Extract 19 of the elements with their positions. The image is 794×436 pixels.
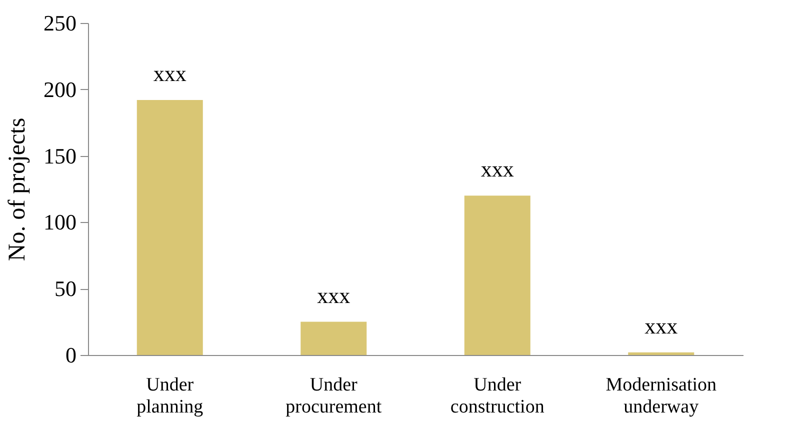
data-label: xxx — [480, 156, 514, 182]
data-label: xxx — [153, 61, 186, 86]
x-tick-label: Modernisation underway — [606, 374, 718, 418]
y-tick-label: 100 — [44, 210, 76, 235]
x-tick-label: Under procurement — [286, 374, 382, 418]
y-tick-label: 0 — [66, 342, 76, 368]
y-tick-label: 150 — [44, 143, 76, 168]
data-label: xxx — [644, 313, 678, 338]
bar — [136, 100, 203, 355]
bar — [300, 322, 367, 355]
bar — [628, 352, 694, 355]
bar — [464, 196, 530, 355]
y-tick-label: 250 — [44, 10, 76, 36]
y-tick-label: 200 — [44, 76, 76, 102]
y-axis-title: No. of projects — [4, 118, 30, 262]
x-tick-label: Under planning — [136, 374, 204, 418]
x-tick-label: Under construction — [450, 374, 545, 418]
data-label: xxx — [317, 282, 350, 308]
y-tick-label: 50 — [54, 276, 76, 302]
